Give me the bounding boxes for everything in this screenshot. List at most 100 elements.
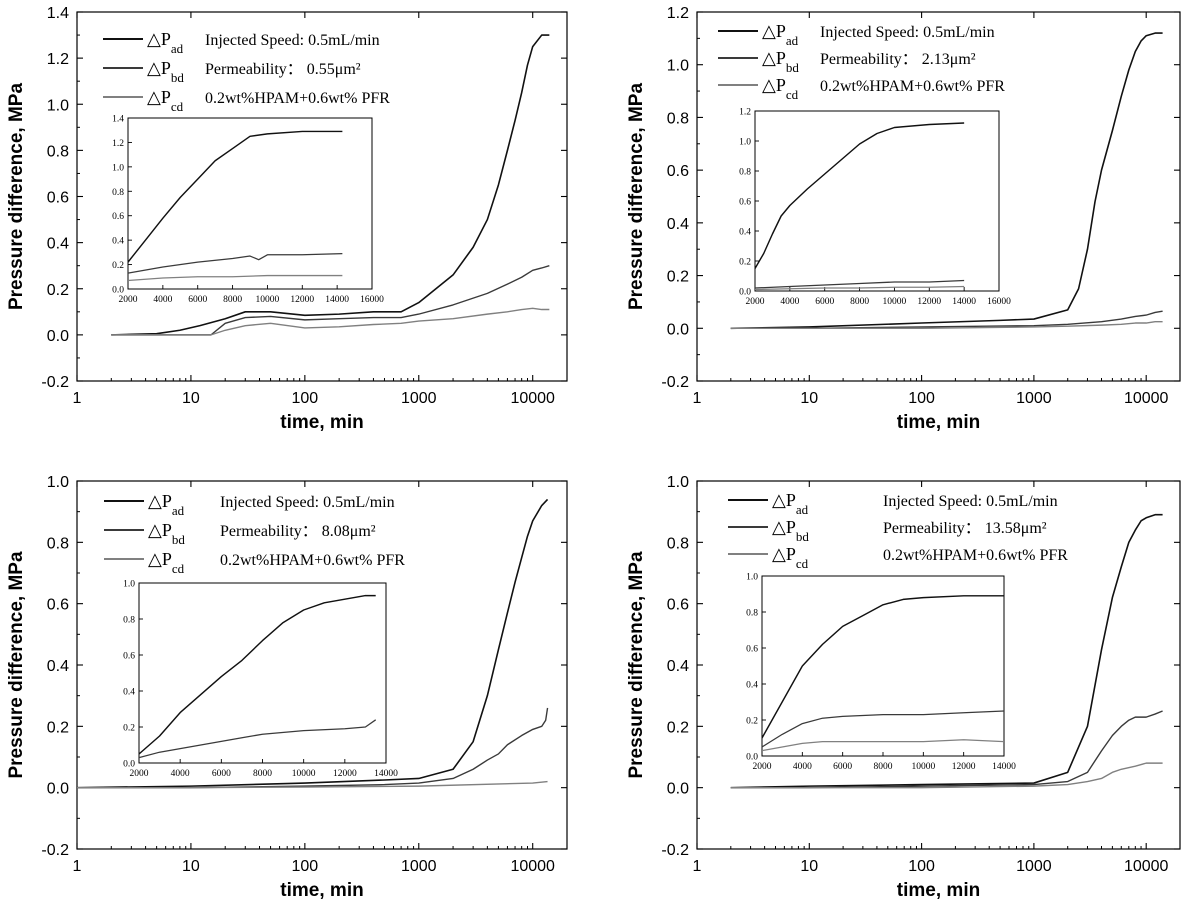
series-line-ad [76,498,549,789]
x-tick-label: 10000 [1124,390,1169,407]
y-axis-title: Pressure difference, MPa [6,551,27,778]
inset-x-tick-label: 4000 [153,295,172,305]
legend-label-ad: △Pad [148,491,185,518]
inset-y-tick-label: 0.6 [739,198,751,208]
x-axis-title: time, min [897,880,980,901]
series-line-bd [77,707,549,789]
inset-series-line-cd [127,274,343,282]
inset-frame [761,575,1005,757]
inset-x-tick-label: 2000 [746,297,765,307]
x-tick-label: 1 [693,390,702,407]
inset-x-tick-label: 6000 [833,762,852,772]
annotation-2: Permeability： 2.13μm² [820,51,976,68]
chart-panel-1: -0.2 0.0 0.2 0.4 0.6 0.8 1.0 1.2 1.4 1 10 100 1000 10… [6,5,568,433]
y-tick-label: 0.4 [667,216,689,233]
y-tick-label: 0.2 [667,719,689,736]
y-tick-label: 0.4 [47,236,69,253]
inset-x-tick-label: 4000 [171,769,190,779]
y-tick-label: 0.6 [47,597,69,614]
legend-label-bd: △Pbd [147,58,184,85]
y-axis-title: Pressure difference, MPa [6,83,27,310]
series-line-bd [730,710,1163,789]
series-line-bd [111,265,550,336]
inset-y-tick-label: 1.0 [123,580,135,590]
inset-x-tick-label: 2000 [119,295,138,305]
inset-x-tick-label: 8000 [253,769,272,779]
x-tick-label: 10 [182,390,200,407]
chart-panel-2: -0.2 0.0 0.2 0.4 0.6 0.8 1.0 1.2 1 10 100 1000 10000… [626,5,1181,433]
series-line-ad [111,34,550,336]
inset-y-tick-label: 0.0 [746,753,758,763]
inset-plot: 0.0 0.2 0.4 0.6 0.8 1.0 2000 4000 6000 8000 10000 1… [746,573,1016,773]
inset-series-line-bd [754,279,965,289]
y-tick-label: 0.8 [667,535,689,552]
inset-y-tick-label: 0.8 [123,616,135,626]
y-tick-label: -0.2 [41,374,69,391]
inset-y-tick-label: 0.2 [739,258,751,268]
y-tick-label: 0.0 [667,321,689,338]
y-tick-label: 1.4 [47,5,69,22]
inset-plot: 0.0 0.2 0.4 0.6 0.8 1.0 1.2 1.4 2000 4000 6000 8000… [112,115,384,306]
series-line-ad [730,513,1163,789]
series-line-cd [730,321,1163,329]
inset-x-tick-label: 12000 [952,762,976,772]
x-tick-label: 1 [693,858,702,875]
inset-y-tick-label: 0.6 [746,645,758,655]
y-tick-label: -0.2 [41,842,69,859]
inset-x-tick-label: 2000 [753,762,772,772]
y-tick-label: 0.4 [667,658,689,675]
chart-panel-3: -0.2 0.0 0.2 0.4 0.6 0.8 1.0 1 10 100 1000 10000 tim… [6,474,568,901]
legend-label-cd: △Pcd [772,544,809,571]
annotation-1: Injected Speed: 0.5mL/min [820,24,995,41]
x-tick-label: 1000 [1016,390,1052,407]
inset-series-line-ad [127,130,343,263]
inset-x-tick-label: 10000 [256,295,280,305]
inset-x-tick-label: 6000 [188,295,207,305]
inset-y-tick-label: 1.0 [112,163,124,173]
inset-series-line-bd [761,710,1005,748]
inset-x-tick-label: 14000 [952,297,976,307]
annotation-1: Injected Speed: 0.5mL/min [205,32,380,49]
inset-plot: 0.0 0.2 0.4 0.6 0.8 1.0 2000 4000 6000 8000 10000 1… [123,580,398,780]
inset-series-line-cd [754,285,965,291]
legend-label-bd: △Pbd [148,520,185,547]
x-tick-label: 1 [73,858,82,875]
annotation-2: Permeability： 0.55μm² [205,61,361,78]
y-tick-label: -0.2 [661,842,689,859]
inset-y-tick-label: 0.8 [746,609,758,619]
inset-y-tick-label: 0.0 [123,760,135,770]
annotation-3: 0.2wt%HPAM+0.6wt% PFR [205,90,390,107]
inset-y-tick-label: 0.2 [123,724,135,734]
inset-x-tick-label: 8000 [874,762,893,772]
inset-x-tick-label: 2000 [130,769,149,779]
inset-y-tick-label: 1.2 [112,139,124,149]
inset-series-line-bd [127,252,343,274]
legend-label-cd: △Pcd [148,549,185,576]
y-tick-label: 0.8 [47,143,69,160]
y-tick-label: 0.2 [47,719,69,736]
annotation-3: 0.2wt%HPAM+0.6wt% PFR [883,547,1068,564]
annotation-1: Injected Speed: 0.5mL/min [220,494,395,511]
inset-plot: 0.0 0.2 0.4 0.6 0.8 1.0 1.2 2000 4000 6000 8000 100… [739,108,1011,308]
y-tick-label: 1.2 [667,5,689,22]
y-tick-label: 0.0 [667,781,689,798]
y-tick-label: 0.2 [47,282,69,299]
inset-series-line-cd [761,739,1005,752]
y-tick-label: 0.6 [667,597,689,614]
inset-y-tick-label: 0.4 [746,681,758,691]
inset-y-tick-label: 0.4 [739,228,751,238]
x-tick-label: 10 [182,858,200,875]
y-tick-label: -0.2 [661,374,689,391]
legend-label-cd: △Pcd [147,87,184,114]
y-tick-label: 0.8 [667,110,689,127]
inset-frame [754,110,1000,292]
x-tick-label: 10000 [1124,858,1169,875]
x-tick-label: 1000 [1016,858,1052,875]
y-tick-label: 0.2 [667,269,689,286]
legend-label-bd: △Pbd [772,517,809,544]
annotation-3: 0.2wt%HPAM+0.6wt% PFR [820,78,1005,95]
inset-frame [127,117,373,290]
y-tick-label: 0.6 [667,163,689,180]
inset-y-tick-label: 0.2 [112,261,124,271]
